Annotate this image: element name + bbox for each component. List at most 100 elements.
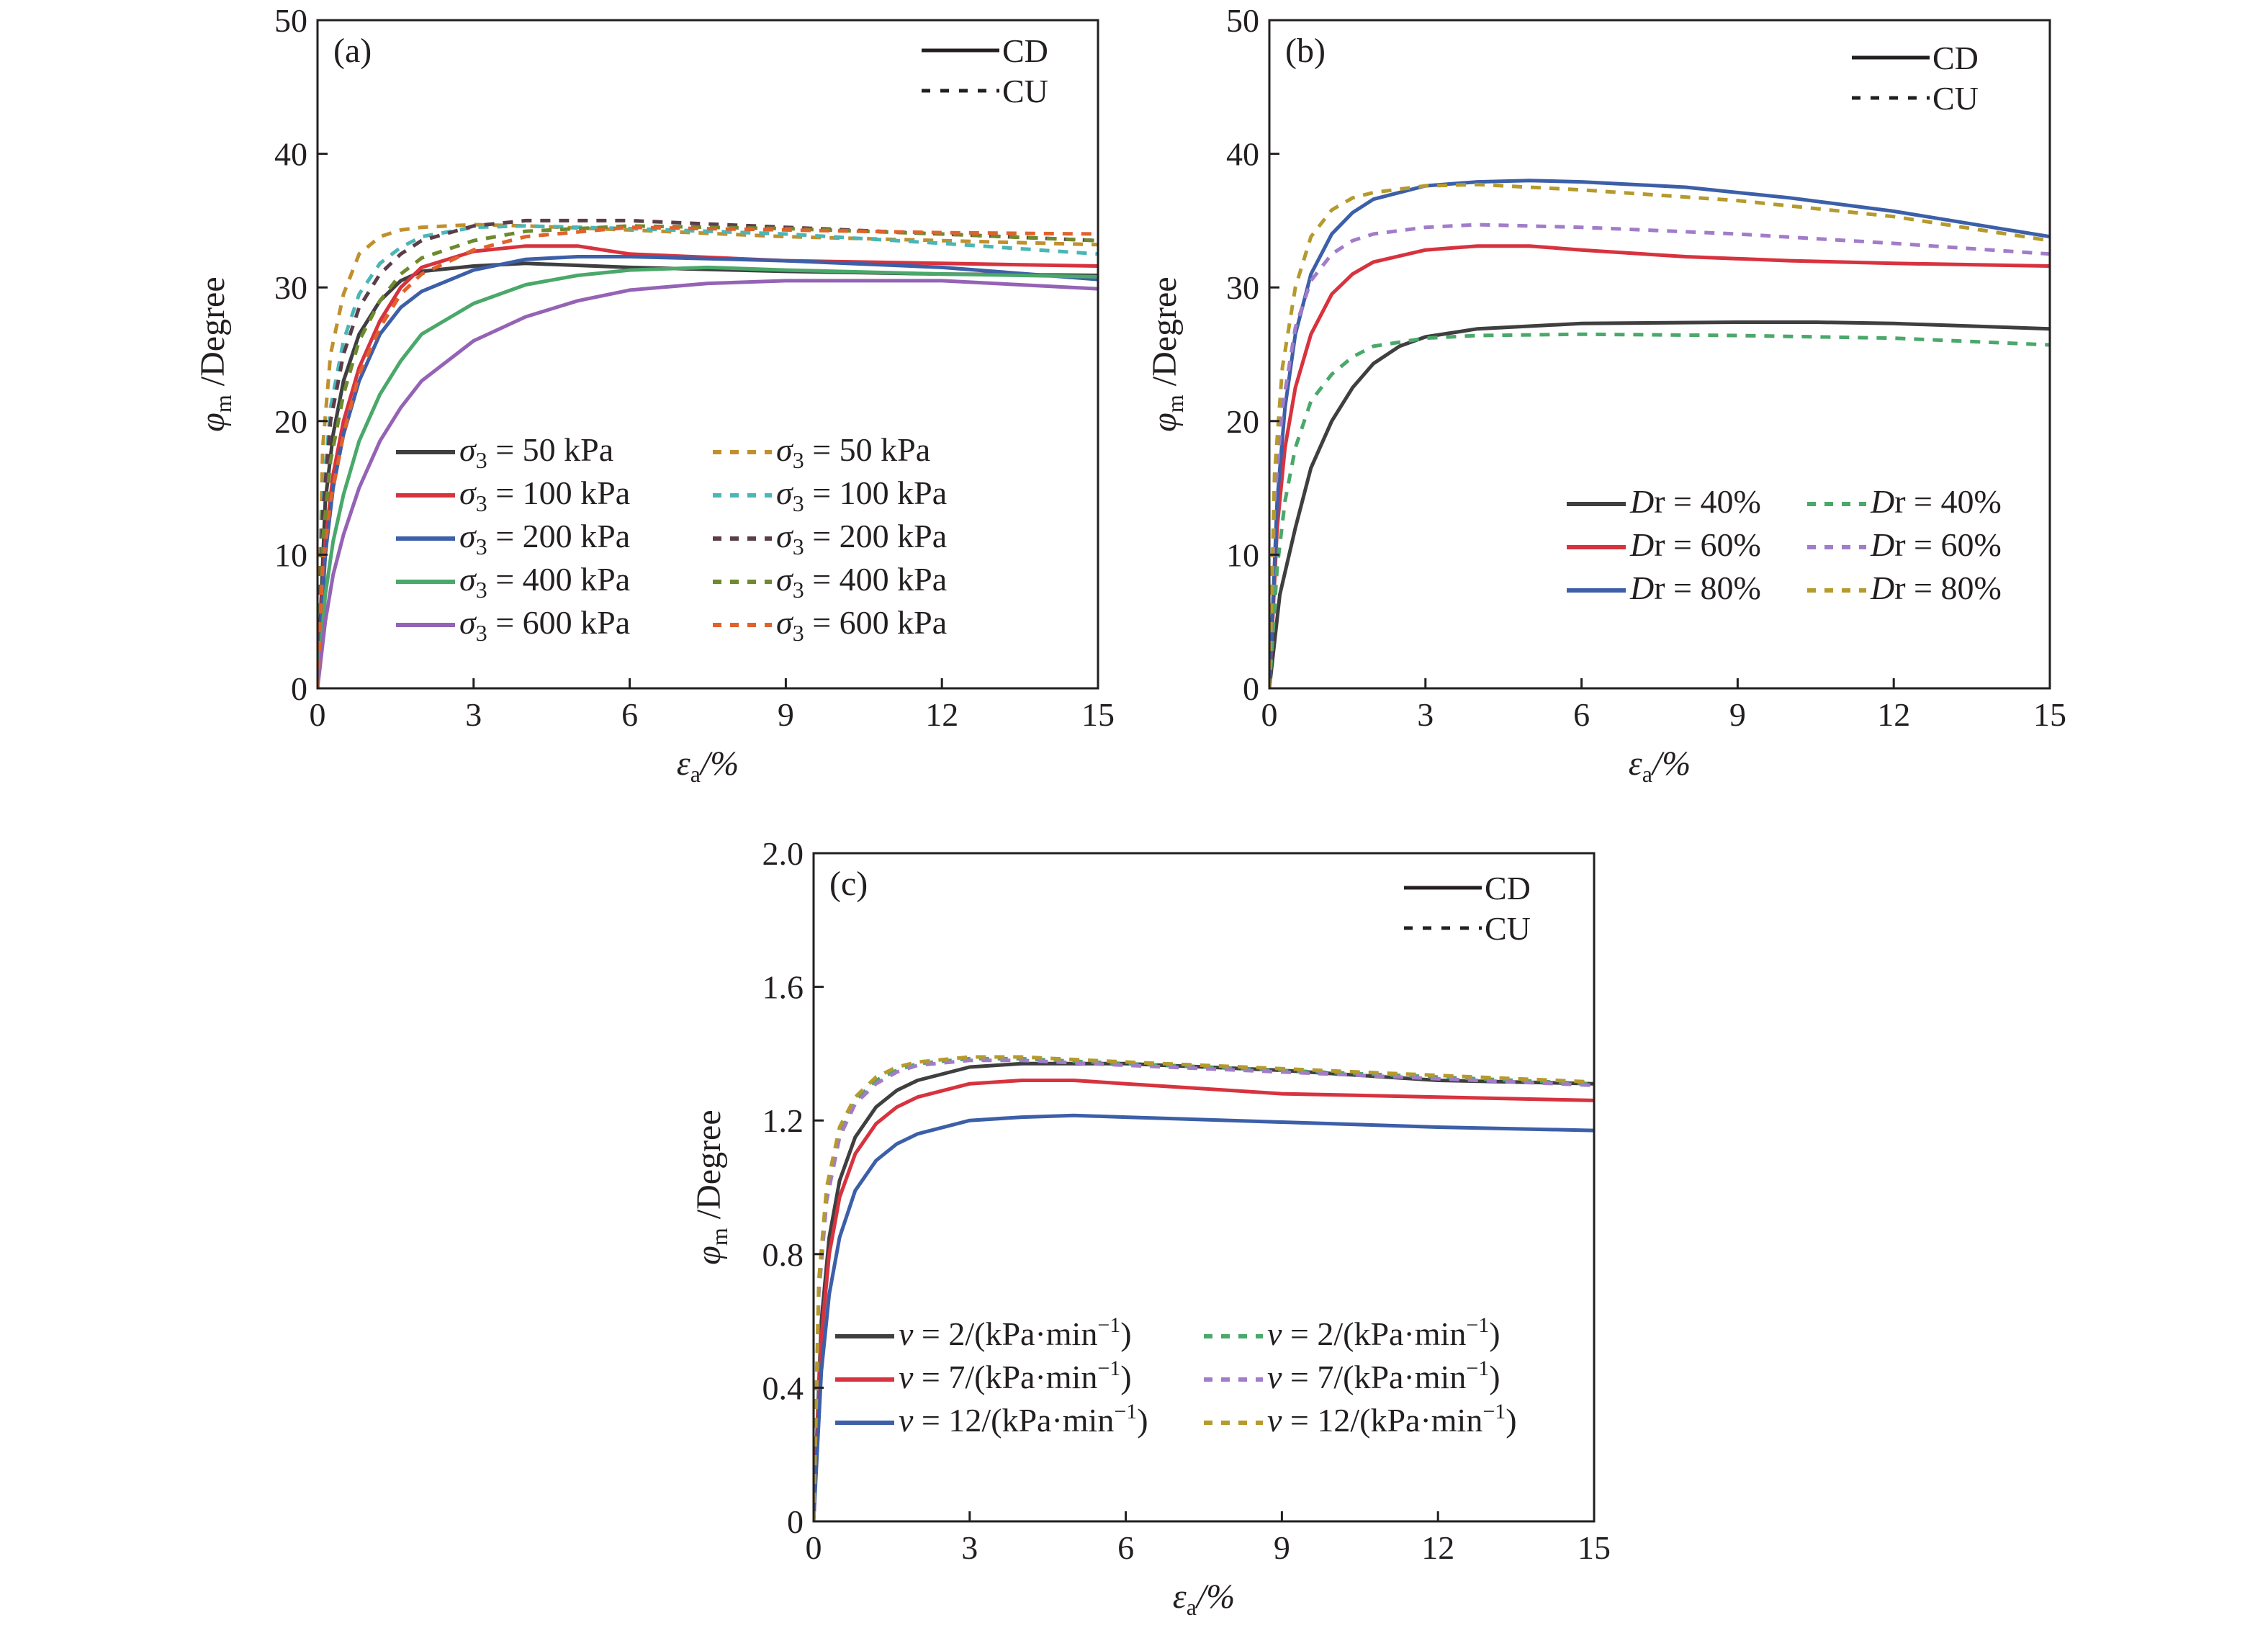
x-tick-label: 0 <box>1261 696 1278 733</box>
series-line-cd-1 <box>814 1079 1594 1521</box>
legend-label: v = 2/(kPa·min−1) <box>899 1313 1132 1352</box>
style-legend-label-cd: CD <box>1002 32 1048 69</box>
style-legend-label-cd: CD <box>1932 40 1979 76</box>
x-tick-label: 12 <box>1421 1529 1454 1566</box>
legend-label: σ3 = 600 kPa <box>459 604 630 646</box>
x-tick-label: 3 <box>465 696 482 733</box>
series-line-cd-4 <box>318 279 1098 688</box>
series-line-cu-9 <box>318 225 1098 688</box>
y-tick-label: 50 <box>1226 2 1259 39</box>
series-line-cu-7 <box>318 218 1098 688</box>
x-tick-label: 15 <box>1578 1529 1611 1566</box>
legend-label: σ3 = 400 kPa <box>459 561 630 603</box>
y-tick-label: 40 <box>1226 136 1259 173</box>
legend-label: σ3 = 50 kPa <box>459 431 613 473</box>
panel-label: (c) <box>829 865 868 903</box>
y-tick-label: 0 <box>291 670 307 707</box>
series-line-cu-8 <box>318 224 1098 688</box>
y-axis-title: φm /Degree <box>1146 276 1188 431</box>
series-lines <box>814 1055 1594 1521</box>
x-tick-label: 9 <box>1729 696 1746 733</box>
x-tick-label: 3 <box>961 1529 978 1566</box>
legend-label: v = 12/(kPa·min−1) <box>1267 1400 1517 1439</box>
legend-label: Dr = 60% <box>1629 526 1761 563</box>
y-tick-label: 10 <box>1226 536 1259 573</box>
style-legend-label-cu: CU <box>1002 73 1048 109</box>
y-tick-label: 1.2 <box>762 1102 804 1139</box>
series-line-cd-0 <box>814 1061 1594 1521</box>
series-line-cd-3 <box>318 265 1098 688</box>
legend-label: σ3 = 50 kPa <box>776 431 930 473</box>
x-tick-label: 9 <box>778 696 794 733</box>
style-legend: CD CU <box>1852 40 1979 117</box>
x-tick-label: 6 <box>1117 1529 1134 1566</box>
series-line-cu-6 <box>318 224 1098 688</box>
series-line-cu-4 <box>1269 222 2050 688</box>
series-line-cu-5 <box>814 1055 1594 1521</box>
panel-label: (a) <box>333 32 372 70</box>
y-tick-label: 40 <box>274 136 307 173</box>
y-tick-label: 2.0 <box>762 835 804 872</box>
chart-panel-c: 0 3 6 9 12 15 0 0.4 0.8 1.2 1.6 2.0 (c) εa/% φm /Degre… <box>690 835 1611 1620</box>
plot-frame <box>1268 19 2051 690</box>
legend-label: Dr = 80% <box>1870 570 2002 606</box>
series-line-cd-2 <box>814 1113 1594 1521</box>
style-legend-label-cu: CU <box>1485 910 1531 947</box>
y-tick-label: 50 <box>274 2 307 39</box>
series-line-cd-2 <box>1269 179 2050 688</box>
legend-label: σ3 = 100 kPa <box>776 474 947 516</box>
style-legend-label-cd: CD <box>1485 870 1531 906</box>
y-tick-label: 10 <box>274 536 307 573</box>
series-lines <box>318 218 1098 688</box>
style-legend: CD CU <box>922 32 1048 109</box>
style-legend-label-cu: CU <box>1932 80 1979 117</box>
style-legend: CD CU <box>1404 870 1531 947</box>
x-tick-label: 6 <box>621 696 638 733</box>
legend-label: v = 2/(kPa·min−1) <box>1267 1313 1500 1352</box>
series-line-cu-3 <box>1269 332 2050 688</box>
series-line-cd-1 <box>1269 244 2050 688</box>
x-tick-label: 12 <box>925 696 958 733</box>
series-line-cd-1 <box>318 244 1098 688</box>
x-axis-title: εa/% <box>1173 1578 1235 1620</box>
legend-label: v = 12/(kPa·min−1) <box>899 1400 1148 1439</box>
legend-label: v = 7/(kPa·min−1) <box>1267 1356 1500 1395</box>
x-tick-label: 9 <box>1274 1529 1290 1566</box>
y-tick-label: 30 <box>1226 269 1259 306</box>
x-axis-title: εa/% <box>1629 744 1691 787</box>
chart-panel-b: 0 3 6 9 12 15 0 10 20 30 40 50 (b) εa/% φm /Degree CD CU… <box>1146 2 2066 787</box>
legend-label: Dr = 60% <box>1870 526 2002 563</box>
y-tick-label: 30 <box>274 269 307 306</box>
legend-label: σ3 = 600 kPa <box>776 604 947 646</box>
plot-frame <box>812 852 1596 1523</box>
series-line-cu-5 <box>318 222 1098 688</box>
panel-label: (b) <box>1285 32 1326 70</box>
legend-label: σ3 = 100 kPa <box>459 474 630 516</box>
y-tick-label: 0 <box>787 1503 804 1540</box>
x-tick-label: 15 <box>2033 696 2066 733</box>
y-tick-label: 1.6 <box>762 969 804 1006</box>
x-tick-label: 0 <box>806 1529 822 1566</box>
legend-label: Dr = 40% <box>1870 483 2002 520</box>
x-tick-label: 0 <box>310 696 326 733</box>
series-line-cd-0 <box>1269 320 2050 688</box>
y-tick-label: 20 <box>274 403 307 440</box>
y-tick-label: 0.4 <box>762 1369 804 1406</box>
legend-label: σ3 = 200 kPa <box>776 518 947 559</box>
x-tick-label: 3 <box>1417 696 1434 733</box>
y-axis-title: φm /Degree <box>690 1110 732 1264</box>
x-axis-title: εa/% <box>677 744 739 787</box>
series-line-cd-2 <box>318 255 1098 688</box>
legend-label: Dr = 40% <box>1629 483 1761 520</box>
plot-frame <box>316 19 1099 690</box>
x-tick-label: 12 <box>1877 696 1910 733</box>
series-legend: Dr = 40% Dr = 60% Dr = 80% Dr = 40% Dr = 60%… <box>1567 483 2002 606</box>
series-lines <box>1269 179 2050 688</box>
x-tick-label: 6 <box>1573 696 1590 733</box>
y-tick-label: 0.8 <box>762 1236 804 1273</box>
y-tick-label: 0 <box>1243 670 1259 707</box>
x-tick-label: 15 <box>1081 696 1115 733</box>
legend-label: v = 7/(kPa·min−1) <box>899 1356 1132 1395</box>
